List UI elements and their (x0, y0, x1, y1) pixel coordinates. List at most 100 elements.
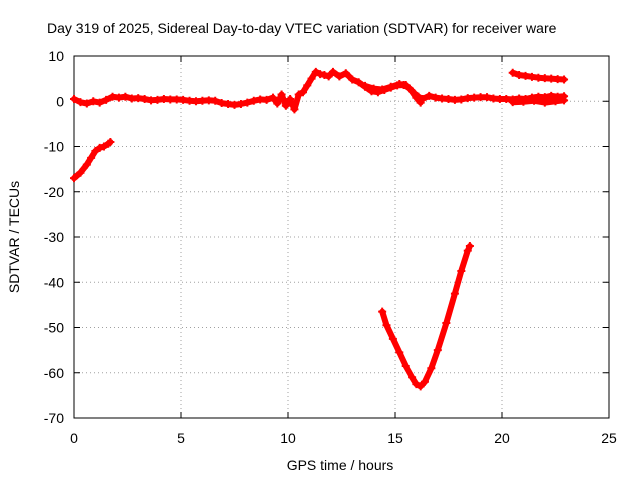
data-point (307, 74, 316, 83)
data-point (457, 95, 466, 104)
data-point (382, 321, 391, 330)
x-tick-label: 15 (387, 430, 403, 446)
data-point (70, 94, 78, 103)
data-point (465, 242, 474, 251)
series-late-high-segment (508, 68, 569, 84)
data-point (102, 95, 111, 104)
data-point (290, 105, 299, 114)
data-point (82, 99, 91, 108)
data-point (388, 334, 397, 343)
data-point (140, 94, 149, 103)
data-point (401, 80, 410, 89)
series-main-band-lower-envelope (508, 96, 569, 107)
data-point (281, 101, 290, 110)
y-tick-label: -70 (44, 410, 64, 426)
y-tick-label: -60 (44, 365, 64, 381)
data-point (354, 78, 363, 87)
data-point (450, 289, 459, 298)
x-tick-label: 20 (494, 430, 510, 446)
y-tick-label: 10 (48, 48, 64, 64)
data-point (95, 143, 104, 152)
data-point (416, 98, 425, 107)
data-point (530, 96, 539, 105)
y-tick-label: -50 (44, 320, 64, 336)
x-tick-label: 10 (280, 430, 296, 446)
data-point (99, 142, 108, 151)
data-point (560, 75, 569, 84)
data-point (335, 72, 344, 81)
data-point (412, 380, 421, 389)
data-point (311, 67, 320, 76)
data-point (457, 266, 466, 275)
y-tick-label: -10 (44, 139, 64, 155)
data-point (420, 377, 429, 386)
data-point (269, 93, 278, 102)
data-point (286, 94, 295, 103)
data-point (386, 82, 395, 91)
data-point (262, 95, 271, 104)
data-point (294, 90, 303, 99)
data-point (361, 81, 370, 90)
data-point (89, 97, 98, 106)
grid (74, 56, 609, 418)
data-point (95, 98, 104, 107)
x-tick-label: 25 (601, 430, 617, 446)
data-point (87, 153, 96, 162)
x-tick-label: 0 (70, 430, 78, 446)
data-point (378, 85, 387, 94)
data-point (369, 84, 378, 93)
y-tick-label: 0 (56, 93, 64, 109)
data-point (442, 318, 451, 327)
data-point (91, 147, 100, 156)
data-point (320, 71, 329, 80)
data-point (341, 69, 350, 78)
data-point (348, 75, 357, 84)
series-afternoon-dip (378, 242, 474, 391)
data-point (560, 96, 569, 105)
data-point (401, 361, 410, 370)
y-tick-label: -30 (44, 229, 64, 245)
data-point (76, 98, 85, 107)
data-point (508, 98, 517, 107)
data-point (82, 160, 91, 169)
data-point (416, 382, 425, 391)
data-point (425, 91, 434, 100)
data-point (298, 88, 307, 97)
y-tick-label: -40 (44, 274, 64, 290)
data-point (463, 246, 472, 255)
axis-ticks: 0 5 10 15 20 25 10 0 -10 -20 -30 -40 -50 -60 -70 (44, 48, 617, 446)
series-line (379, 243, 473, 390)
data-point (324, 72, 333, 81)
data-point (106, 137, 115, 146)
data-series (70, 67, 569, 391)
data-point (408, 87, 417, 96)
data-point (508, 68, 517, 77)
data-point (433, 346, 442, 355)
data-point (551, 97, 560, 106)
y-tick-label: -20 (44, 184, 64, 200)
data-point (519, 97, 528, 106)
data-point (328, 67, 337, 76)
data-point (273, 99, 282, 108)
data-point (412, 93, 421, 102)
data-point (249, 96, 258, 105)
data-point (236, 99, 245, 108)
data-point (408, 373, 417, 382)
data-point (483, 93, 492, 102)
y-axis-label: SDTVAR / TECUs (6, 181, 22, 293)
data-point (76, 168, 85, 177)
data-point (378, 307, 387, 316)
data-point (70, 174, 78, 183)
series-main-band-upper (361, 80, 425, 107)
x-axis-label: GPS time / hours (287, 457, 394, 473)
data-point (121, 92, 130, 101)
series-early-negative-arc (70, 137, 115, 183)
data-point (540, 98, 549, 107)
x-tick-label: 5 (177, 430, 185, 446)
data-point (427, 364, 436, 373)
data-point (303, 81, 312, 90)
data-point (243, 98, 252, 107)
chart-title: Day 319 of 2025, Sidereal Day-to-day VTE… (47, 20, 557, 36)
series-main-band (70, 67, 569, 114)
